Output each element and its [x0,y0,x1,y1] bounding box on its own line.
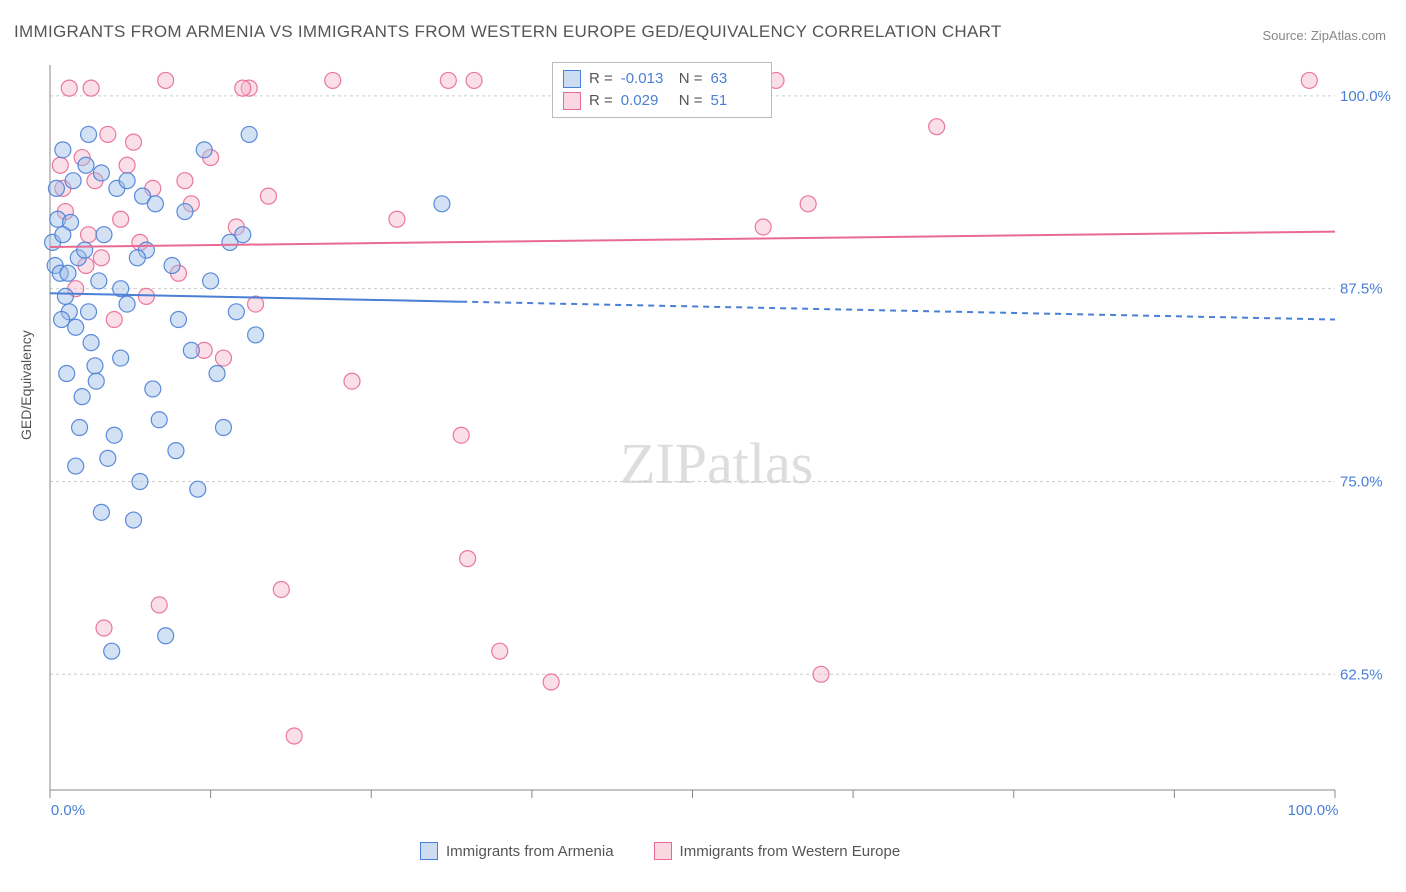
swatch-weurope-icon [654,842,672,860]
r-value-weurope: 0.029 [621,90,671,112]
svg-text:100.0%: 100.0% [1340,88,1391,105]
swatch-weurope-icon [563,92,581,110]
svg-text:62.5%: 62.5% [1340,666,1383,683]
swatch-armenia-icon [563,70,581,88]
legend-item-weurope: Immigrants from Western Europe [654,842,901,860]
stats-row-armenia: R = -0.013 N = 63 [563,68,761,90]
stats-legend-box: R = -0.013 N = 63 R = 0.029 N = 51 [552,62,772,118]
n-value-weurope: 51 [711,90,761,112]
legend-label-armenia: Immigrants from Armenia [446,843,614,860]
stats-row-weurope: R = 0.029 N = 51 [563,90,761,112]
legend-item-armenia: Immigrants from Armenia [420,842,614,860]
swatch-armenia-icon [420,842,438,860]
r-value-armenia: -0.013 [621,68,671,90]
legend-label-weurope: Immigrants from Western Europe [680,843,901,860]
scatter-plot: 62.5%75.0%87.5%100.0%0.0%100.0% [50,60,1340,820]
chart-title: IMMIGRANTS FROM ARMENIA VS IMMIGRANTS FR… [14,22,1002,42]
n-value-armenia: 63 [711,68,761,90]
svg-text:100.0%: 100.0% [1288,802,1339,819]
n-label: N = [679,90,703,112]
svg-text:87.5%: 87.5% [1340,281,1383,298]
chart-svg: 62.5%75.0%87.5%100.0%0.0%100.0% [50,60,1340,820]
source-attribution: Source: ZipAtlas.com [1262,28,1386,43]
n-label: N = [679,68,703,90]
bottom-legend: Immigrants from Armenia Immigrants from … [420,842,900,860]
svg-text:75.0%: 75.0% [1340,473,1383,490]
svg-text:0.0%: 0.0% [51,802,85,819]
r-label: R = [589,68,613,90]
r-label: R = [589,90,613,112]
y-axis-label: GED/Equivalency [18,330,34,440]
